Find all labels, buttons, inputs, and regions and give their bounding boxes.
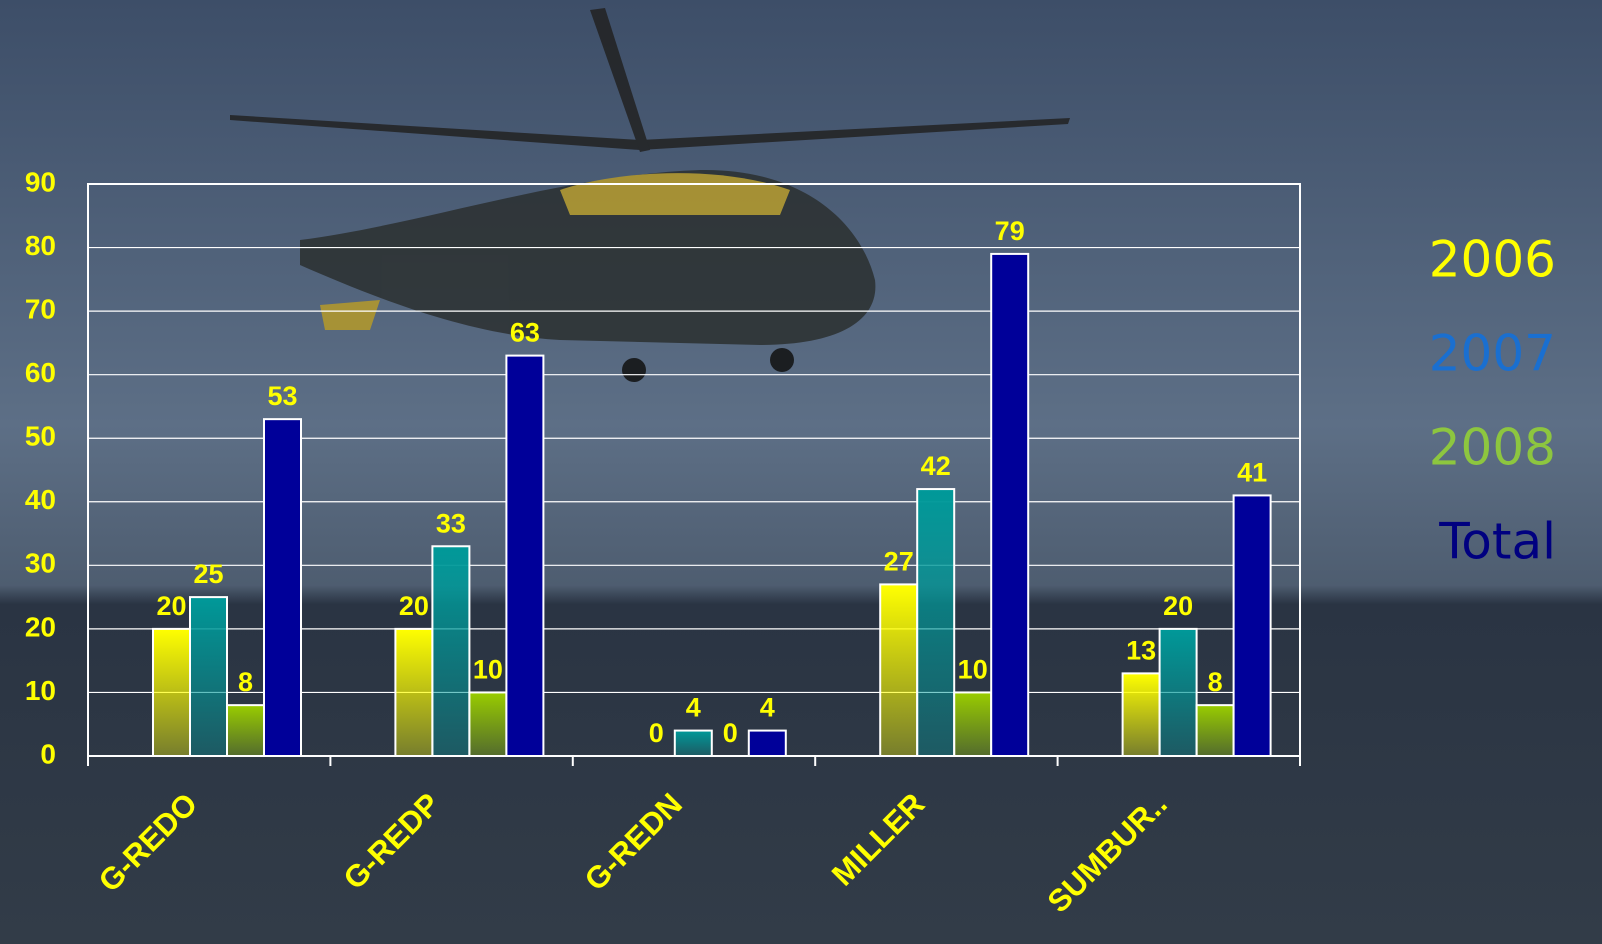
bar (1195, 704, 1235, 758)
value-label: 27 (884, 546, 914, 576)
value-label: 4 (686, 693, 701, 723)
y-tick-label: 90 (25, 166, 56, 197)
bar (189, 596, 228, 757)
value-label: 13 (1126, 635, 1156, 665)
value-label: 20 (156, 591, 186, 621)
bar (394, 627, 434, 758)
value-label: 20 (399, 591, 429, 621)
y-tick-label: 30 (25, 548, 56, 579)
y-tick-label: 70 (25, 294, 56, 325)
legend-label: Total (1438, 513, 1556, 571)
y-tick-label: 20 (25, 611, 56, 642)
legend-label: 2007 (1429, 325, 1556, 383)
y-tick-label: 50 (25, 421, 56, 452)
y-tick-label: 60 (25, 357, 56, 388)
bar (263, 418, 302, 757)
bar (673, 729, 713, 757)
bar (1158, 627, 1198, 758)
value-label: 0 (723, 718, 738, 748)
bar (468, 691, 508, 758)
bar (1121, 672, 1161, 758)
bar (879, 583, 919, 758)
value-label: 4 (760, 693, 775, 723)
value-label: 42 (921, 451, 951, 481)
bar (747, 729, 787, 757)
value-label: 25 (193, 559, 223, 589)
value-label: 53 (267, 381, 297, 411)
bar (505, 354, 545, 757)
value-label: 20 (1163, 591, 1193, 621)
value-label: 33 (436, 508, 466, 538)
legend-label: 2008 (1429, 419, 1556, 477)
legend-label: 2006 (1429, 231, 1556, 289)
value-label: 0 (649, 718, 664, 748)
bar (152, 627, 191, 758)
bar (226, 704, 265, 758)
value-label: 41 (1237, 457, 1267, 487)
value-label: 8 (238, 667, 253, 697)
value-label: 79 (995, 216, 1025, 246)
bar (953, 691, 993, 758)
y-tick-label: 40 (25, 484, 56, 515)
value-label: 8 (1208, 667, 1223, 697)
bar (916, 488, 956, 757)
y-tick-label: 0 (40, 738, 56, 769)
bar (431, 545, 471, 757)
y-tick-label: 80 (25, 230, 56, 261)
y-tick-label: 10 (25, 675, 56, 706)
value-label: 10 (473, 654, 503, 684)
value-label: 10 (958, 654, 988, 684)
value-label: 63 (510, 318, 540, 348)
bar (990, 252, 1030, 758)
bar (1232, 494, 1272, 757)
